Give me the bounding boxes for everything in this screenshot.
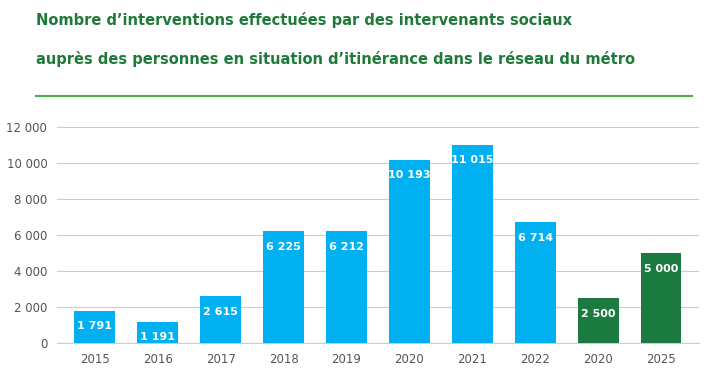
Bar [452,145,493,343]
Text: 6 225: 6 225 [266,242,301,252]
Bar [640,253,682,343]
Bar [74,311,116,343]
Bar [263,231,304,343]
Bar [578,298,619,343]
Text: 1 191: 1 191 [140,332,175,342]
Text: 6 714: 6 714 [518,233,553,243]
Text: 2 500: 2 500 [581,309,615,319]
Bar [389,160,430,343]
Text: 2 615: 2 615 [203,307,238,317]
Text: 1 791: 1 791 [77,321,112,331]
Text: Nombre d’interventions effectuées par des intervenants sociaux: Nombre d’interventions effectuées par de… [36,12,572,28]
Text: auprès des personnes en situation d’itinérance dans le réseau du métro: auprès des personnes en situation d’itin… [36,51,635,67]
Text: 5 000: 5 000 [644,264,678,274]
Bar [515,222,555,343]
Text: 10 193: 10 193 [388,170,431,180]
Text: 11 015: 11 015 [451,156,493,165]
Bar [138,322,178,343]
Bar [326,231,367,343]
Text: 6 212: 6 212 [329,242,364,252]
Bar [200,296,241,343]
